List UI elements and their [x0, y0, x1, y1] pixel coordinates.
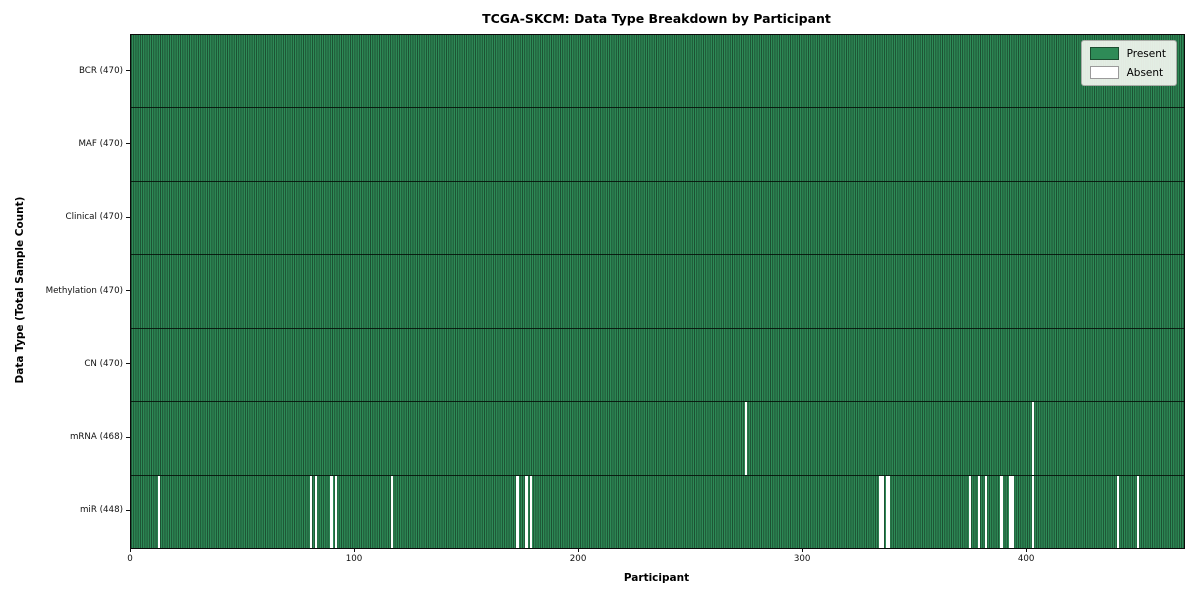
legend-item: Absent [1089, 66, 1166, 79]
absent-bar [1009, 475, 1012, 548]
heatmap-row [131, 254, 1184, 327]
legend-label: Present [1126, 47, 1166, 60]
y-tick-mark [126, 509, 130, 511]
absent-bar [1031, 402, 1034, 475]
absent-bar [888, 475, 891, 548]
absent-bar [881, 475, 884, 548]
absent-bar [330, 475, 333, 548]
x-tick-mark [354, 548, 356, 552]
absent-bar [525, 475, 528, 548]
heatmap-row [131, 35, 1184, 107]
absent-bar [886, 475, 889, 548]
plot-area: Present Absent [130, 34, 1185, 549]
absent-bar [879, 475, 882, 548]
absent-bar [390, 475, 394, 548]
y-tick-label: Methylation (470) [45, 285, 123, 296]
y-tick-mark [126, 363, 130, 365]
x-tick-mark [802, 548, 804, 552]
y-tick-label: MAF (470) [78, 138, 123, 149]
y-tick-mark [126, 143, 130, 145]
absent-bar [984, 475, 987, 548]
y-tick-mark [126, 436, 130, 438]
y-tick-label: Clinical (470) [65, 212, 123, 223]
y-tick-mark [126, 290, 130, 291]
heatmap-row [131, 327, 1184, 401]
heatmap-row [131, 401, 1184, 475]
x-tick-label: 0 [127, 554, 133, 564]
y-tick-mark [126, 216, 130, 218]
absent-bar [529, 475, 533, 548]
heatmap-row [131, 107, 1184, 180]
legend-swatch [1089, 47, 1119, 60]
x-axis-label: Participant [623, 572, 690, 584]
y-tick-label: BCR (470) [78, 65, 123, 76]
absent-bar [968, 475, 972, 548]
absent-bar [1031, 475, 1034, 548]
x-tick-label: 200 [569, 554, 587, 564]
y-tick-mark [126, 70, 130, 72]
legend-swatch [1089, 66, 1119, 79]
y-tick-label: CN (470) [84, 358, 123, 369]
absent-bar [157, 475, 161, 548]
absent-bar [1116, 475, 1120, 548]
x-tick-mark [130, 548, 131, 552]
x-tick-mark [578, 548, 580, 552]
absent-bar [977, 475, 981, 548]
legend-item: Present [1089, 47, 1166, 60]
absent-bar [744, 402, 748, 475]
x-tick-label: 300 [793, 554, 811, 564]
chart-title: TCGA-SKCM: Data Type Breakdown by Partic… [482, 11, 831, 26]
absent-bar [334, 475, 338, 548]
heatmap-row [131, 474, 1184, 548]
y-tick-label: mRNA (468) [69, 432, 123, 443]
absent-bar [310, 475, 313, 548]
absent-bar [1136, 475, 1140, 548]
absent-bar [516, 475, 519, 548]
legend-label: Absent [1126, 66, 1164, 79]
heatmap-row [131, 180, 1184, 254]
x-tick-label: 100 [345, 554, 363, 564]
y-tick-label: miR (448) [79, 505, 123, 516]
absent-bar [314, 475, 317, 548]
absent-bar [1011, 475, 1014, 548]
absent-bar [1000, 475, 1003, 548]
x-tick-label: 400 [1017, 554, 1035, 564]
heatmap-rows [131, 35, 1184, 548]
x-tick-mark [1026, 548, 1028, 552]
legend: Present Absent [1080, 40, 1177, 86]
